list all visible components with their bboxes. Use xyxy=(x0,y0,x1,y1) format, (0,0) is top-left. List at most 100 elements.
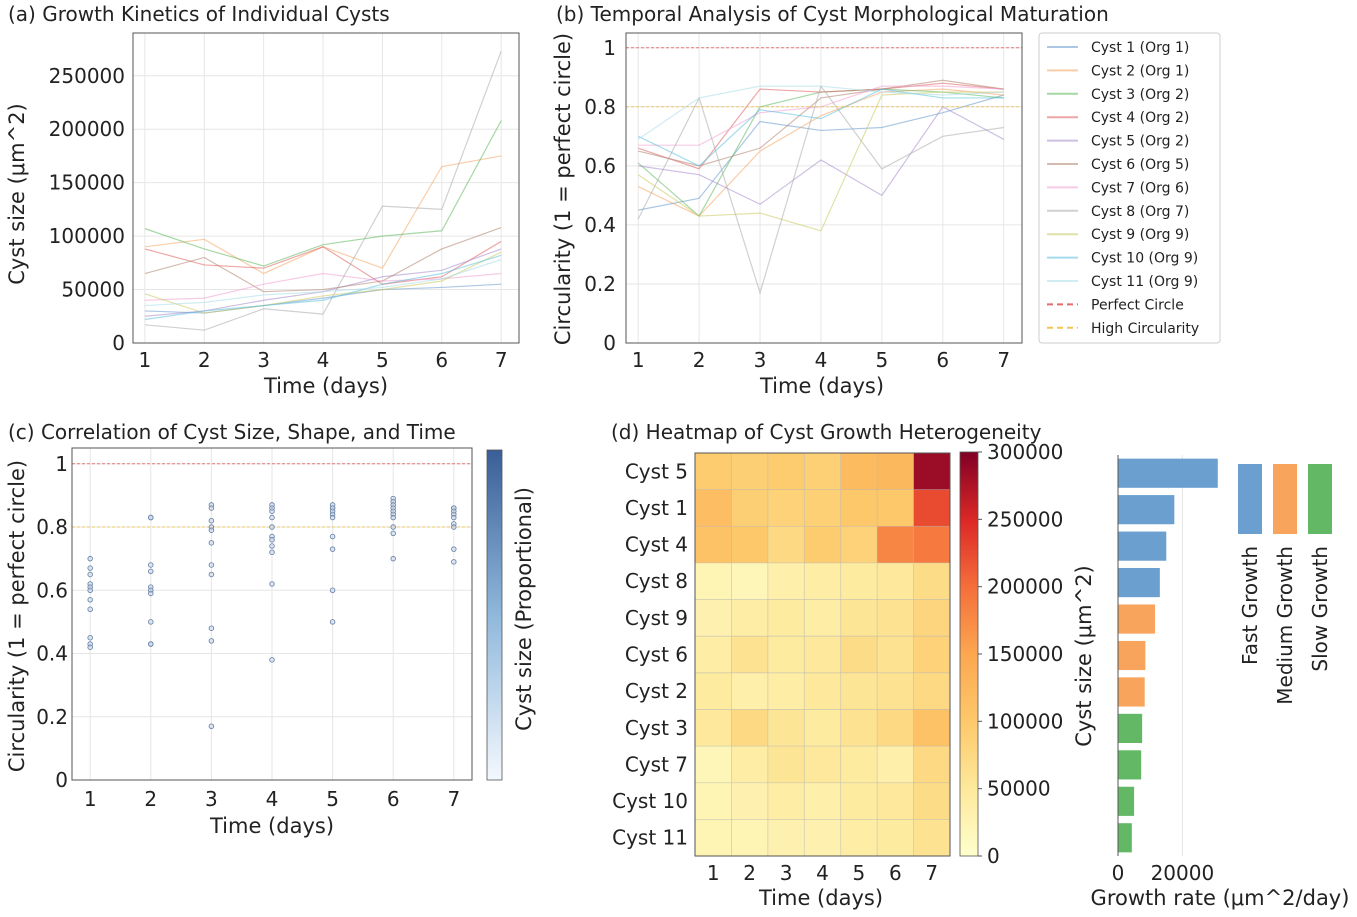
heatmap-cell xyxy=(731,782,769,820)
heatmap-cell xyxy=(913,489,951,527)
heatmap-cell xyxy=(767,782,805,820)
colorbar-tick-label: 50000 xyxy=(987,777,1051,801)
panel-b-frame xyxy=(625,32,1023,344)
y-tick-label: 0.8 xyxy=(584,95,616,119)
x-tick-label: 6 xyxy=(435,348,448,372)
x-tick-label: 4 xyxy=(815,348,828,372)
heatmap-cell xyxy=(695,746,732,784)
scatter-point xyxy=(269,549,275,556)
heatmap-cell xyxy=(804,819,842,857)
x-tick-label: 4 xyxy=(317,348,330,372)
y-tick-label: 0.2 xyxy=(36,705,68,729)
heatmap-cell xyxy=(913,782,951,820)
x-tick-label: 7 xyxy=(997,348,1010,372)
row-label: Cyst 2 xyxy=(625,679,688,703)
heatmap-cell xyxy=(840,526,878,564)
panel-c-title: (c) Correlation of Cyst Size, Shape, and… xyxy=(8,420,456,444)
panel-d-frame xyxy=(694,452,951,857)
scatter-point xyxy=(87,555,93,562)
heatmap-cell xyxy=(840,453,878,491)
scatter-point xyxy=(269,543,275,549)
panel-a-xlabel: Time (days) xyxy=(263,374,388,398)
heatmap-cell xyxy=(695,672,732,710)
y-tick-label: 0.6 xyxy=(36,578,68,602)
scatter-point xyxy=(87,644,93,650)
panel-growth-rate: 0 20000 Growth rate (μm^2/day) Fast Growt… xyxy=(1091,455,1350,910)
series-line xyxy=(144,254,502,321)
heatmap-cell xyxy=(804,526,842,564)
scatter-point xyxy=(208,540,215,546)
legend-label: Cyst 3 (Org 2) xyxy=(1091,87,1189,103)
heatmap-cell xyxy=(913,709,951,747)
legend-label: Cyst 5 (Org 2) xyxy=(1091,134,1189,150)
y-tick-label: 0.8 xyxy=(36,515,68,539)
colorbar-tick-label: 200000 xyxy=(987,575,1063,599)
y-tick-label: 0.6 xyxy=(584,154,616,178)
heatmap-cell xyxy=(731,489,769,527)
heatmap-cell xyxy=(804,599,842,637)
heatmap-cell xyxy=(731,453,769,491)
x-tick-label: 5 xyxy=(376,348,389,372)
heatmap-cell xyxy=(804,636,842,674)
scatter-point xyxy=(148,641,154,647)
heatmap-cell xyxy=(695,636,732,674)
heatmap-cell xyxy=(767,636,805,674)
heatmap-cell xyxy=(877,782,915,820)
panel-b-legend: Cyst 1 (Org 1) Cyst 2 (Org 1) Cyst 3 (Org … xyxy=(1038,32,1221,344)
scatter-point xyxy=(269,514,275,521)
heatmap-cell xyxy=(913,636,951,674)
x-tick-label: 7 xyxy=(925,861,938,885)
heatmap-cell xyxy=(695,526,732,564)
heatmap-cell xyxy=(913,672,951,710)
heatmap-cell xyxy=(731,709,769,747)
legend-label: Cyst 4 (Org 2) xyxy=(1091,110,1189,126)
series-line xyxy=(144,259,502,307)
scatter-point xyxy=(269,657,275,663)
legend-label: Medium Growth xyxy=(1273,546,1297,705)
panel-e-xlabel: Growth rate (μm^2/day) xyxy=(1091,886,1350,910)
panel-c-ylabel: Circularity (1 = perfect circle) xyxy=(5,460,29,772)
x-tick-label: 5 xyxy=(876,348,889,372)
heatmap-cell xyxy=(804,746,842,784)
legend-label: Cyst 9 (Org 9) xyxy=(1091,227,1189,243)
row-label: Cyst 8 xyxy=(625,569,688,593)
growth-bar xyxy=(1118,713,1143,743)
colorbar-tick-label: 300000 xyxy=(987,440,1063,464)
row-label: Cyst 11 xyxy=(612,826,688,850)
legend-swatch xyxy=(1273,464,1297,534)
scatter-point xyxy=(87,634,93,641)
scatter-point xyxy=(208,723,215,729)
series-line xyxy=(144,251,502,314)
series-line xyxy=(637,88,1004,167)
colorbar-tick-label: 250000 xyxy=(987,507,1063,531)
heatmap-cell xyxy=(877,562,915,601)
scatter-point xyxy=(451,546,457,552)
heatmap-cell xyxy=(877,599,915,637)
legend-label: Cyst 8 (Org 7) xyxy=(1091,204,1189,220)
legend-label: High Circularity xyxy=(1091,321,1199,337)
heatmap-cell xyxy=(877,746,915,784)
scatter-point xyxy=(208,625,215,631)
heatmap-cell xyxy=(731,562,769,601)
heatmap-cell xyxy=(804,489,842,527)
x-tick-label: 1 xyxy=(84,787,97,811)
heatmap-cell xyxy=(767,453,805,491)
colorbar-tick-label: 100000 xyxy=(987,709,1063,733)
x-tick-label: 2 xyxy=(144,787,157,811)
x-tick-label: 4 xyxy=(816,861,829,885)
y-tick-label: 100000 xyxy=(49,224,125,248)
heatmap-cell xyxy=(840,562,878,601)
x-tick-label: 5 xyxy=(853,861,866,885)
row-label: Cyst 6 xyxy=(625,643,688,667)
legend-label: Cyst 7 (Org 6) xyxy=(1091,180,1189,196)
colorbar-d-label: Cyst size (μm^2) xyxy=(1072,565,1096,747)
heatmap-cell xyxy=(804,709,842,747)
x-tick-label: 7 xyxy=(495,348,508,372)
panel-size-shape-correlation: (c) Correlation of Cyst Size, Shape, and… xyxy=(5,420,536,838)
legend-label: Cyst 2 (Org 1) xyxy=(1091,63,1189,79)
heatmap-cell xyxy=(877,819,915,857)
heatmap-cell xyxy=(840,672,878,710)
heatmap-cell xyxy=(877,453,915,491)
x-tick-label: 1 xyxy=(707,861,720,885)
heatmap-cell xyxy=(840,746,878,784)
